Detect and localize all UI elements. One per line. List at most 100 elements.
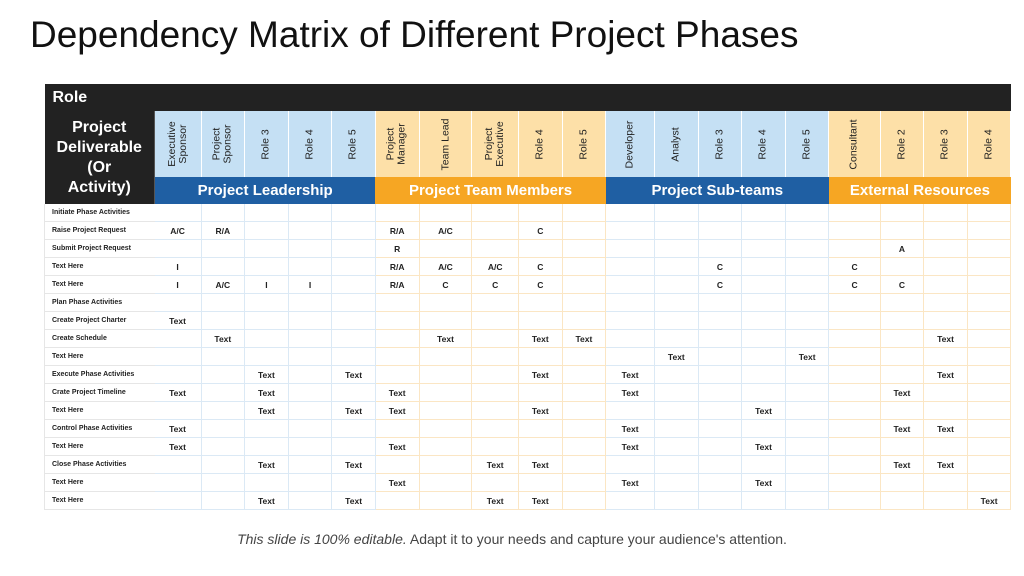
matrix-cell[interactable] (201, 401, 246, 420)
matrix-cell[interactable]: R/A (375, 257, 420, 276)
matrix-cell[interactable] (331, 204, 376, 222)
matrix-cell[interactable]: C (518, 257, 563, 276)
matrix-cell[interactable] (605, 221, 656, 240)
matrix-cell[interactable] (828, 311, 881, 330)
matrix-cell[interactable] (923, 257, 968, 276)
matrix-cell[interactable]: Text (562, 329, 607, 348)
matrix-cell[interactable] (419, 347, 473, 366)
matrix-cell[interactable] (375, 293, 420, 312)
matrix-cell[interactable] (471, 347, 519, 366)
matrix-cell[interactable] (828, 347, 881, 366)
matrix-cell[interactable] (471, 473, 519, 492)
matrix-cell[interactable]: Text (331, 365, 376, 384)
matrix-cell[interactable] (698, 204, 743, 222)
matrix-cell[interactable] (375, 365, 420, 384)
matrix-cell[interactable] (785, 491, 830, 510)
matrix-cell[interactable] (698, 491, 743, 510)
matrix-cell[interactable]: Text (419, 329, 473, 348)
matrix-cell[interactable]: C (419, 275, 473, 294)
matrix-cell[interactable] (967, 365, 1012, 384)
matrix-cell[interactable] (288, 383, 333, 402)
matrix-cell[interactable]: C (518, 221, 563, 240)
matrix-cell[interactable]: A/C (154, 221, 202, 240)
matrix-cell[interactable] (967, 437, 1012, 456)
matrix-cell[interactable] (880, 347, 925, 366)
matrix-cell[interactable] (471, 221, 519, 240)
matrix-cell[interactable]: Text (923, 329, 968, 348)
matrix-cell[interactable] (741, 329, 786, 348)
matrix-cell[interactable] (288, 347, 333, 366)
matrix-cell[interactable] (654, 329, 699, 348)
matrix-cell[interactable] (605, 329, 656, 348)
matrix-cell[interactable] (828, 365, 881, 384)
matrix-cell[interactable] (562, 473, 607, 492)
matrix-cell[interactable] (154, 491, 202, 510)
matrix-cell[interactable]: Text (244, 491, 289, 510)
matrix-cell[interactable] (375, 329, 420, 348)
matrix-cell[interactable] (923, 347, 968, 366)
matrix-cell[interactable] (741, 491, 786, 510)
matrix-cell[interactable]: I (154, 275, 202, 294)
matrix-cell[interactable] (785, 419, 830, 438)
matrix-cell[interactable] (154, 365, 202, 384)
matrix-cell[interactable] (741, 239, 786, 258)
matrix-cell[interactable] (654, 419, 699, 438)
matrix-cell[interactable]: C (828, 257, 881, 276)
matrix-cell[interactable] (562, 383, 607, 402)
matrix-cell[interactable] (828, 455, 881, 474)
matrix-cell[interactable] (923, 491, 968, 510)
matrix-cell[interactable] (518, 239, 563, 258)
matrix-cell[interactable] (562, 437, 607, 456)
matrix-cell[interactable]: Text (375, 437, 420, 456)
matrix-cell[interactable] (562, 293, 607, 312)
matrix-cell[interactable] (244, 204, 289, 222)
matrix-cell[interactable] (880, 221, 925, 240)
matrix-cell[interactable] (471, 204, 519, 222)
matrix-cell[interactable] (244, 257, 289, 276)
matrix-cell[interactable] (375, 204, 420, 222)
matrix-cell[interactable]: C (880, 275, 925, 294)
matrix-cell[interactable] (518, 293, 563, 312)
matrix-cell[interactable] (419, 491, 473, 510)
matrix-cell[interactable]: Text (154, 437, 202, 456)
matrix-cell[interactable] (288, 204, 333, 222)
matrix-cell[interactable] (605, 257, 656, 276)
matrix-cell[interactable] (828, 239, 881, 258)
matrix-cell[interactable]: Text (518, 329, 563, 348)
matrix-cell[interactable] (654, 293, 699, 312)
matrix-cell[interactable] (154, 293, 202, 312)
matrix-cell[interactable] (741, 311, 786, 330)
matrix-cell[interactable] (828, 401, 881, 420)
matrix-cell[interactable] (698, 347, 743, 366)
matrix-cell[interactable] (880, 473, 925, 492)
matrix-cell[interactable] (244, 347, 289, 366)
matrix-cell[interactable] (967, 311, 1012, 330)
matrix-cell[interactable] (288, 437, 333, 456)
matrix-cell[interactable] (654, 204, 699, 222)
matrix-cell[interactable]: Text (518, 365, 563, 384)
matrix-cell[interactable] (331, 473, 376, 492)
matrix-cell[interactable] (698, 293, 743, 312)
matrix-cell[interactable] (154, 329, 202, 348)
matrix-cell[interactable]: I (244, 275, 289, 294)
matrix-cell[interactable] (698, 419, 743, 438)
matrix-cell[interactable] (698, 437, 743, 456)
matrix-cell[interactable] (828, 491, 881, 510)
matrix-cell[interactable] (880, 365, 925, 384)
matrix-cell[interactable] (331, 347, 376, 366)
matrix-cell[interactable] (880, 329, 925, 348)
matrix-cell[interactable] (154, 239, 202, 258)
matrix-cell[interactable] (698, 365, 743, 384)
matrix-cell[interactable] (698, 239, 743, 258)
matrix-cell[interactable] (419, 473, 473, 492)
matrix-cell[interactable] (331, 437, 376, 456)
matrix-cell[interactable]: Text (518, 491, 563, 510)
matrix-cell[interactable] (288, 221, 333, 240)
matrix-cell[interactable]: Text (923, 365, 968, 384)
matrix-cell[interactable]: A/C (419, 221, 473, 240)
matrix-cell[interactable] (828, 293, 881, 312)
matrix-cell[interactable] (880, 293, 925, 312)
matrix-cell[interactable] (331, 293, 376, 312)
matrix-cell[interactable]: Text (154, 311, 202, 330)
matrix-cell[interactable] (654, 383, 699, 402)
